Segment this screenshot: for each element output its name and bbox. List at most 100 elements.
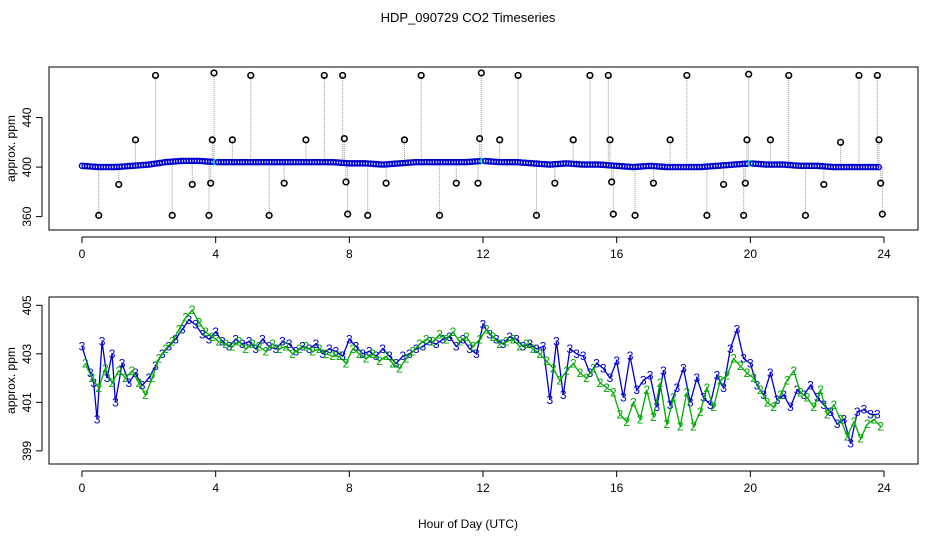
x-tick-label: 16 bbox=[610, 247, 624, 261]
series-3-point: 3 bbox=[526, 337, 533, 351]
series-2-point: 2 bbox=[309, 344, 316, 358]
series-2-point: 2 bbox=[443, 332, 450, 346]
series-3-point: 3 bbox=[827, 405, 834, 419]
spike-point bbox=[836, 138, 845, 146]
series-3-point: 3 bbox=[493, 332, 500, 346]
series-3-point: 3 bbox=[573, 347, 580, 361]
series-2-point: 2 bbox=[209, 330, 216, 344]
x-tick-label: 0 bbox=[79, 481, 86, 495]
series-2-point: 2 bbox=[697, 405, 704, 419]
series-3-point: 3 bbox=[580, 349, 587, 363]
series-2-point: 2 bbox=[216, 335, 223, 349]
spike-point bbox=[740, 211, 748, 219]
series-2-point: 2 bbox=[430, 335, 437, 349]
series-3-point: 3 bbox=[480, 318, 487, 332]
series-3-point: 3 bbox=[520, 340, 527, 354]
series-2-point: 2 bbox=[837, 412, 844, 426]
series-3-point: 3 bbox=[259, 332, 266, 346]
series-3-point: 3 bbox=[687, 395, 694, 409]
series-3-point: 3 bbox=[633, 383, 640, 397]
top-x-axis: 0 4 8 12 16 20 24 bbox=[79, 236, 891, 261]
series-2-point: 2 bbox=[704, 381, 711, 395]
spike-point bbox=[873, 71, 881, 80]
series-2-point: 2 bbox=[196, 315, 203, 329]
series-3-point: 3 bbox=[252, 342, 259, 356]
series-3-point: 3 bbox=[861, 403, 868, 417]
top-y-axis: 360 400 440 bbox=[20, 107, 43, 227]
spike-point bbox=[207, 179, 215, 187]
series-2-line bbox=[84, 309, 882, 441]
spike-point bbox=[210, 69, 218, 77]
x-tick-label: 24 bbox=[877, 481, 891, 495]
series-3-point: 3 bbox=[747, 357, 754, 371]
series-2-point: 2 bbox=[617, 407, 624, 421]
x-tick-label: 20 bbox=[744, 247, 758, 261]
series-2-point: 2 bbox=[189, 303, 196, 317]
series-2-point: 2 bbox=[630, 395, 637, 409]
series-2-point: 2 bbox=[176, 323, 183, 337]
series-3-point: 3 bbox=[406, 347, 413, 361]
series-3-point: 3 bbox=[513, 332, 520, 346]
spike-point bbox=[452, 179, 460, 187]
series-2-point: 2 bbox=[583, 371, 590, 385]
series-2-point: 2 bbox=[202, 325, 209, 339]
spike-point bbox=[340, 134, 348, 143]
spike-point bbox=[280, 179, 288, 187]
series-2-point: 2 bbox=[710, 400, 717, 414]
series-3-point: 3 bbox=[627, 349, 634, 363]
series-2-point: 2 bbox=[777, 388, 784, 402]
spike-point bbox=[476, 134, 484, 143]
series-3-point: 3 bbox=[426, 335, 433, 349]
spike-point bbox=[151, 71, 160, 80]
series-3-point: 3 bbox=[874, 407, 881, 421]
series-3-point: 3 bbox=[104, 371, 111, 385]
series-2-point: 2 bbox=[557, 374, 564, 388]
series-2-point: 2 bbox=[550, 361, 557, 375]
spike-point bbox=[801, 211, 810, 219]
series-2-point: 2 bbox=[764, 395, 771, 409]
series-3-point: 3 bbox=[794, 383, 801, 397]
series-2-point: 2 bbox=[737, 359, 744, 373]
series-2-point: 2 bbox=[162, 342, 169, 356]
series-3-point: 3 bbox=[486, 327, 493, 341]
series-2-point: 2 bbox=[269, 337, 276, 351]
series-3-point: 3 bbox=[740, 352, 747, 366]
series-3-point: 3 bbox=[807, 378, 814, 392]
spike-point bbox=[703, 211, 711, 219]
series-3-point: 3 bbox=[433, 337, 440, 351]
series-2-point: 2 bbox=[790, 364, 797, 378]
series-2-point: 2 bbox=[396, 361, 403, 375]
series-2-point: 2 bbox=[316, 342, 323, 356]
series-3-point: 3 bbox=[440, 332, 447, 346]
series-3-point: 3 bbox=[125, 376, 132, 390]
series-2-point: 2 bbox=[109, 376, 116, 390]
spike-point bbox=[649, 179, 658, 187]
series-2-point: 2 bbox=[470, 340, 477, 354]
series-3-point: 3 bbox=[553, 335, 560, 349]
spike-point bbox=[342, 178, 350, 186]
series-2-point: 2 bbox=[610, 386, 617, 400]
series-3-point: 3 bbox=[653, 400, 660, 414]
series-2-point: 2 bbox=[383, 349, 390, 363]
series-3-point: 3 bbox=[246, 335, 253, 349]
spike-point bbox=[496, 136, 504, 144]
top-panel: 0 4 8 12 16 20 24 360 400 440 approx. ppm bbox=[4, 66, 919, 261]
series-3-point: 3 bbox=[266, 340, 273, 354]
series-2-point: 2 bbox=[276, 342, 283, 356]
series-2-point: 2 bbox=[563, 364, 570, 378]
series-3-point: 3 bbox=[219, 335, 226, 349]
series-3-point: 3 bbox=[453, 340, 460, 354]
series-2-point: 2 bbox=[256, 340, 263, 354]
series-2-point: 2 bbox=[683, 386, 690, 400]
spike-point bbox=[569, 136, 577, 144]
series-2-point: 2 bbox=[857, 432, 864, 446]
series-3-point: 3 bbox=[359, 347, 366, 361]
series-2-point: 2 bbox=[864, 417, 871, 431]
series-3-point: 3 bbox=[313, 337, 320, 351]
series-3-point: 3 bbox=[593, 357, 600, 371]
series-2-point: 2 bbox=[409, 344, 416, 358]
series-2-point: 2 bbox=[490, 330, 497, 344]
series-3-point: 3 bbox=[540, 340, 547, 354]
spike-point bbox=[855, 71, 863, 80]
